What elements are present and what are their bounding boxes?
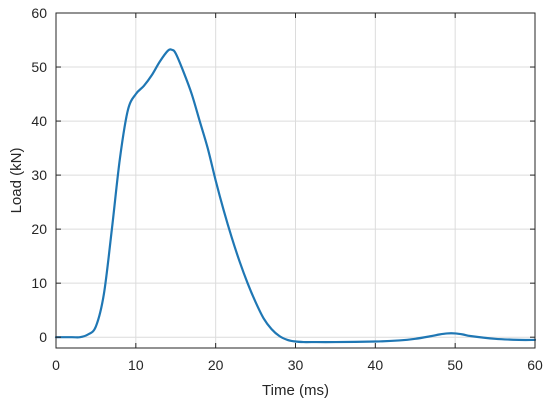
x-axis-label: Time (ms) — [262, 382, 329, 399]
y-tick-label: 30 — [31, 167, 47, 183]
x-tick-label: 60 — [527, 357, 543, 373]
y-tick-label: 60 — [31, 5, 47, 21]
y-tick-label: 0 — [39, 329, 47, 345]
x-tick-label: 0 — [52, 357, 60, 373]
x-tick-label: 40 — [368, 357, 384, 373]
x-tick-label: 50 — [447, 357, 463, 373]
series-line — [54, 48, 537, 344]
x-tick-label: 30 — [288, 357, 304, 373]
x-tick-label: 10 — [128, 357, 144, 373]
y-tick-label: 40 — [31, 113, 47, 129]
y-tick-label: 20 — [31, 221, 47, 237]
y-axis-label: Load (kN) — [8, 148, 25, 214]
y-tick-label: 50 — [31, 59, 47, 75]
grid — [55, 12, 536, 348]
plot-area — [54, 48, 537, 344]
ticks: 0 10 20 30 40 50 60 0 10 20 30 40 50 60 — [31, 5, 543, 373]
y-tick-label: 10 — [31, 275, 47, 291]
x-tick-label: 20 — [208, 357, 224, 373]
